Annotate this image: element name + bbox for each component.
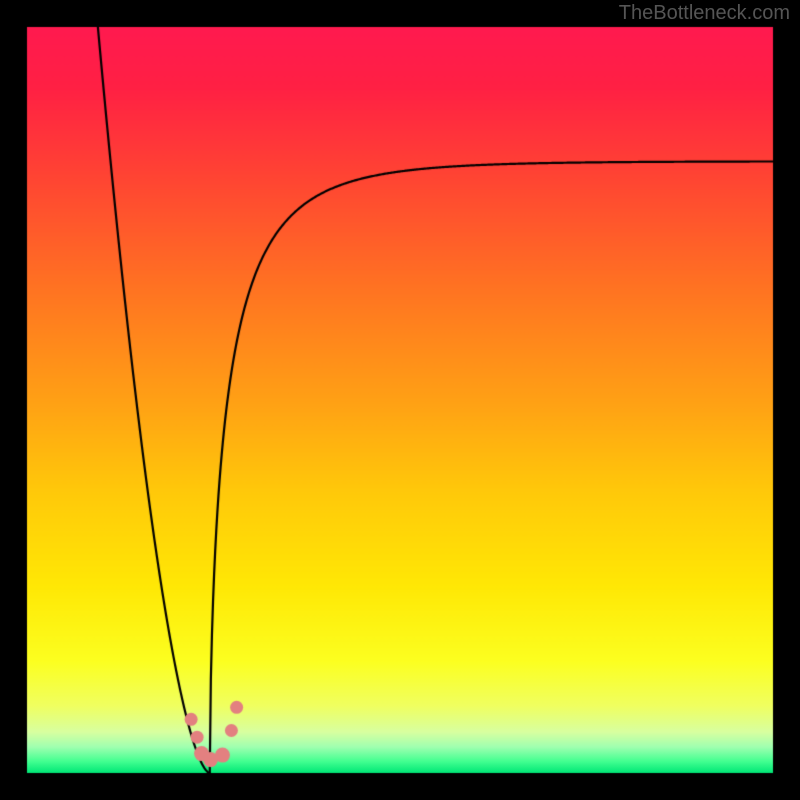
bottleneck-chart-canvas <box>0 0 800 800</box>
chart-container: { "watermark": "TheBottleneck.com", "can… <box>0 0 800 800</box>
